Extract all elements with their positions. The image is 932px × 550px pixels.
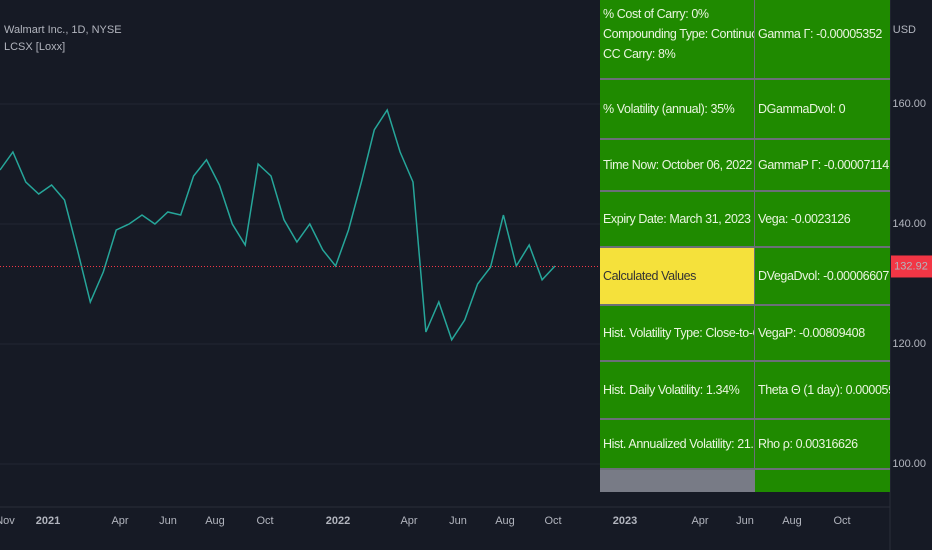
price-tick-label: 120.00 [892, 338, 926, 350]
symbol-title: Walmart Inc., 1D, NYSE [4, 24, 122, 36]
time-tick-label: Aug [205, 515, 225, 527]
cell-text: Expiry Date: March 31, 2023 - 13:00:00 [603, 212, 754, 226]
time-tick-label: Jun [159, 515, 177, 527]
table-cell: Calculated Values [600, 248, 755, 306]
time-tick-label: Nov [0, 515, 15, 527]
table-cell: Hist. Annualized Volatility: 21.35% [600, 420, 755, 470]
table-cell: % Volatility (annual): 35% [600, 80, 755, 140]
cell-text: VegaP: -0.00809408 [758, 326, 865, 340]
price-tick-label: 100.00 [892, 458, 926, 470]
time-tick-label: Aug [782, 515, 802, 527]
table-cell: % Cost of Carry: 0% Compounding Type: Con… [600, 0, 755, 80]
table-cell: Rho ρ: 0.00316626 [755, 420, 890, 470]
table-cell: Time Now: October 06, 2022 - 11:05:44 [600, 140, 755, 192]
time-tick-label: Apr [111, 515, 128, 527]
cell-text: Vega: -0.0023126 [758, 212, 851, 226]
time-tick-label: 2022 [326, 515, 350, 527]
cell-text: Time Now: October 06, 2022 - 11:05:44 [603, 158, 754, 172]
cell-text: GammaP Γ: -0.00007114 [758, 158, 889, 172]
price-tick-label: 160.00 [892, 98, 926, 110]
cell-text: Rho ρ: 0.00316626 [758, 437, 858, 451]
cell-text: Hist. Annualized Volatility: 21.35% [603, 437, 754, 451]
table-cell: GammaP Γ: -0.00007114 [755, 140, 890, 192]
cell-text: Compounding Type: Continuous [603, 27, 755, 41]
cell-text: Hist. Daily Volatility: 1.34% [603, 383, 740, 397]
price-line [0, 108, 556, 342]
currency-label: USD [893, 24, 916, 36]
cell-text: % Volatility (annual): 35% [603, 102, 735, 116]
table-cell: Theta Θ (1 day): 0.00005937 [755, 362, 890, 420]
price-tick-label: 140.00 [892, 218, 926, 230]
table-cell-empty [755, 470, 890, 492]
table-cell: DVegaDvol: -0.00006607 [755, 248, 890, 306]
table-cell-empty [600, 470, 755, 492]
table-cell: VegaP: -0.00809408 [755, 306, 890, 362]
table-cell: Hist. Volatility Type: Close-to-Close [600, 306, 755, 362]
time-tick-label: Oct [544, 515, 561, 527]
time-axis-bg [0, 507, 932, 550]
time-tick-label: Apr [691, 515, 708, 527]
last-price-label: 132.92 [894, 260, 928, 272]
time-tick-label: Jun [449, 515, 467, 527]
time-tick-label: Jun [736, 515, 754, 527]
cell-text: DVegaDvol: -0.00006607 [758, 269, 889, 283]
cell-text: DGammaDvol: 0 [758, 102, 846, 116]
table-cell: Expiry Date: March 31, 2023 - 13:00:00 [600, 192, 755, 248]
time-tick-label: Apr [400, 515, 417, 527]
time-tick-label: 2021 [36, 515, 60, 527]
last-price-box [891, 255, 932, 278]
cell-text: Calculated Values [603, 269, 697, 283]
cell-text: Hist. Volatility Type: Close-to-Close [603, 326, 754, 340]
table-cell: DGammaDvol: 0 [755, 80, 890, 140]
cell-text: CC Carry: 8% [603, 47, 676, 61]
cell-text: Gamma Γ: -0.00005352 [758, 27, 882, 41]
time-tick-label: Aug [495, 515, 515, 527]
indicator-name: LCSX [Loxx] [4, 41, 66, 53]
time-tick-label: Oct [833, 515, 850, 527]
table-cell: Vega: -0.0023126 [755, 192, 890, 248]
time-tick-label: Oct [256, 515, 273, 527]
cell-text: % Cost of Carry: 0% [603, 7, 709, 21]
table-cell: Gamma Γ: -0.00005352 [755, 0, 890, 80]
table-cell: Hist. Daily Volatility: 1.34% [600, 362, 755, 420]
time-tick-label: 2023 [613, 515, 637, 527]
cell-text: Theta Θ (1 day): 0.00005937 [758, 383, 890, 397]
